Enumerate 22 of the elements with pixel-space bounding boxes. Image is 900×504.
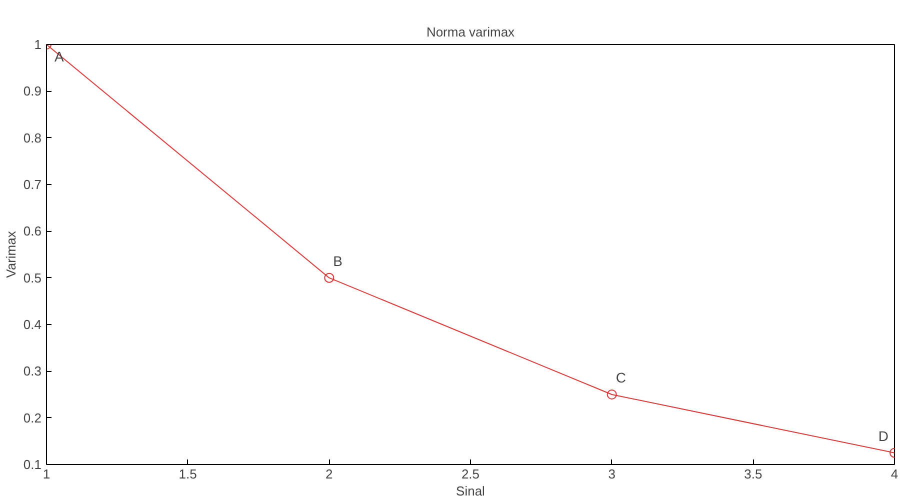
y-axis-title: Varimax bbox=[3, 230, 18, 278]
x-tick-label: 3 bbox=[608, 466, 616, 482]
y-tick-label: 1 bbox=[34, 37, 42, 52]
y-tick-label: 0.7 bbox=[23, 177, 42, 192]
y-tick-label: 0.5 bbox=[23, 270, 42, 286]
y-tick-label: 0.2 bbox=[23, 410, 42, 426]
x-tick-label: 2 bbox=[326, 466, 333, 482]
y-tick-label: 0.1 bbox=[23, 457, 42, 472]
annotation: B bbox=[333, 252, 343, 269]
y-tick-label: 0.3 bbox=[23, 364, 42, 379]
y-tick-label: 0.8 bbox=[23, 130, 42, 146]
y-tick-label: 0.9 bbox=[23, 84, 42, 99]
x-tick-label: 4 bbox=[890, 466, 898, 482]
x-tick-label: 1.5 bbox=[178, 466, 197, 482]
x-axis-title: Sinal bbox=[456, 484, 486, 498]
y-tick-label: 0.6 bbox=[23, 224, 42, 239]
x-tick-label: 2.5 bbox=[461, 466, 480, 482]
x-tick-label: 3.5 bbox=[744, 466, 762, 482]
chart-title: Norma varimax bbox=[426, 24, 516, 40]
annotation: D bbox=[878, 428, 889, 444]
y-tick-label: 0.4 bbox=[23, 317, 42, 332]
annotation: C bbox=[616, 370, 626, 386]
